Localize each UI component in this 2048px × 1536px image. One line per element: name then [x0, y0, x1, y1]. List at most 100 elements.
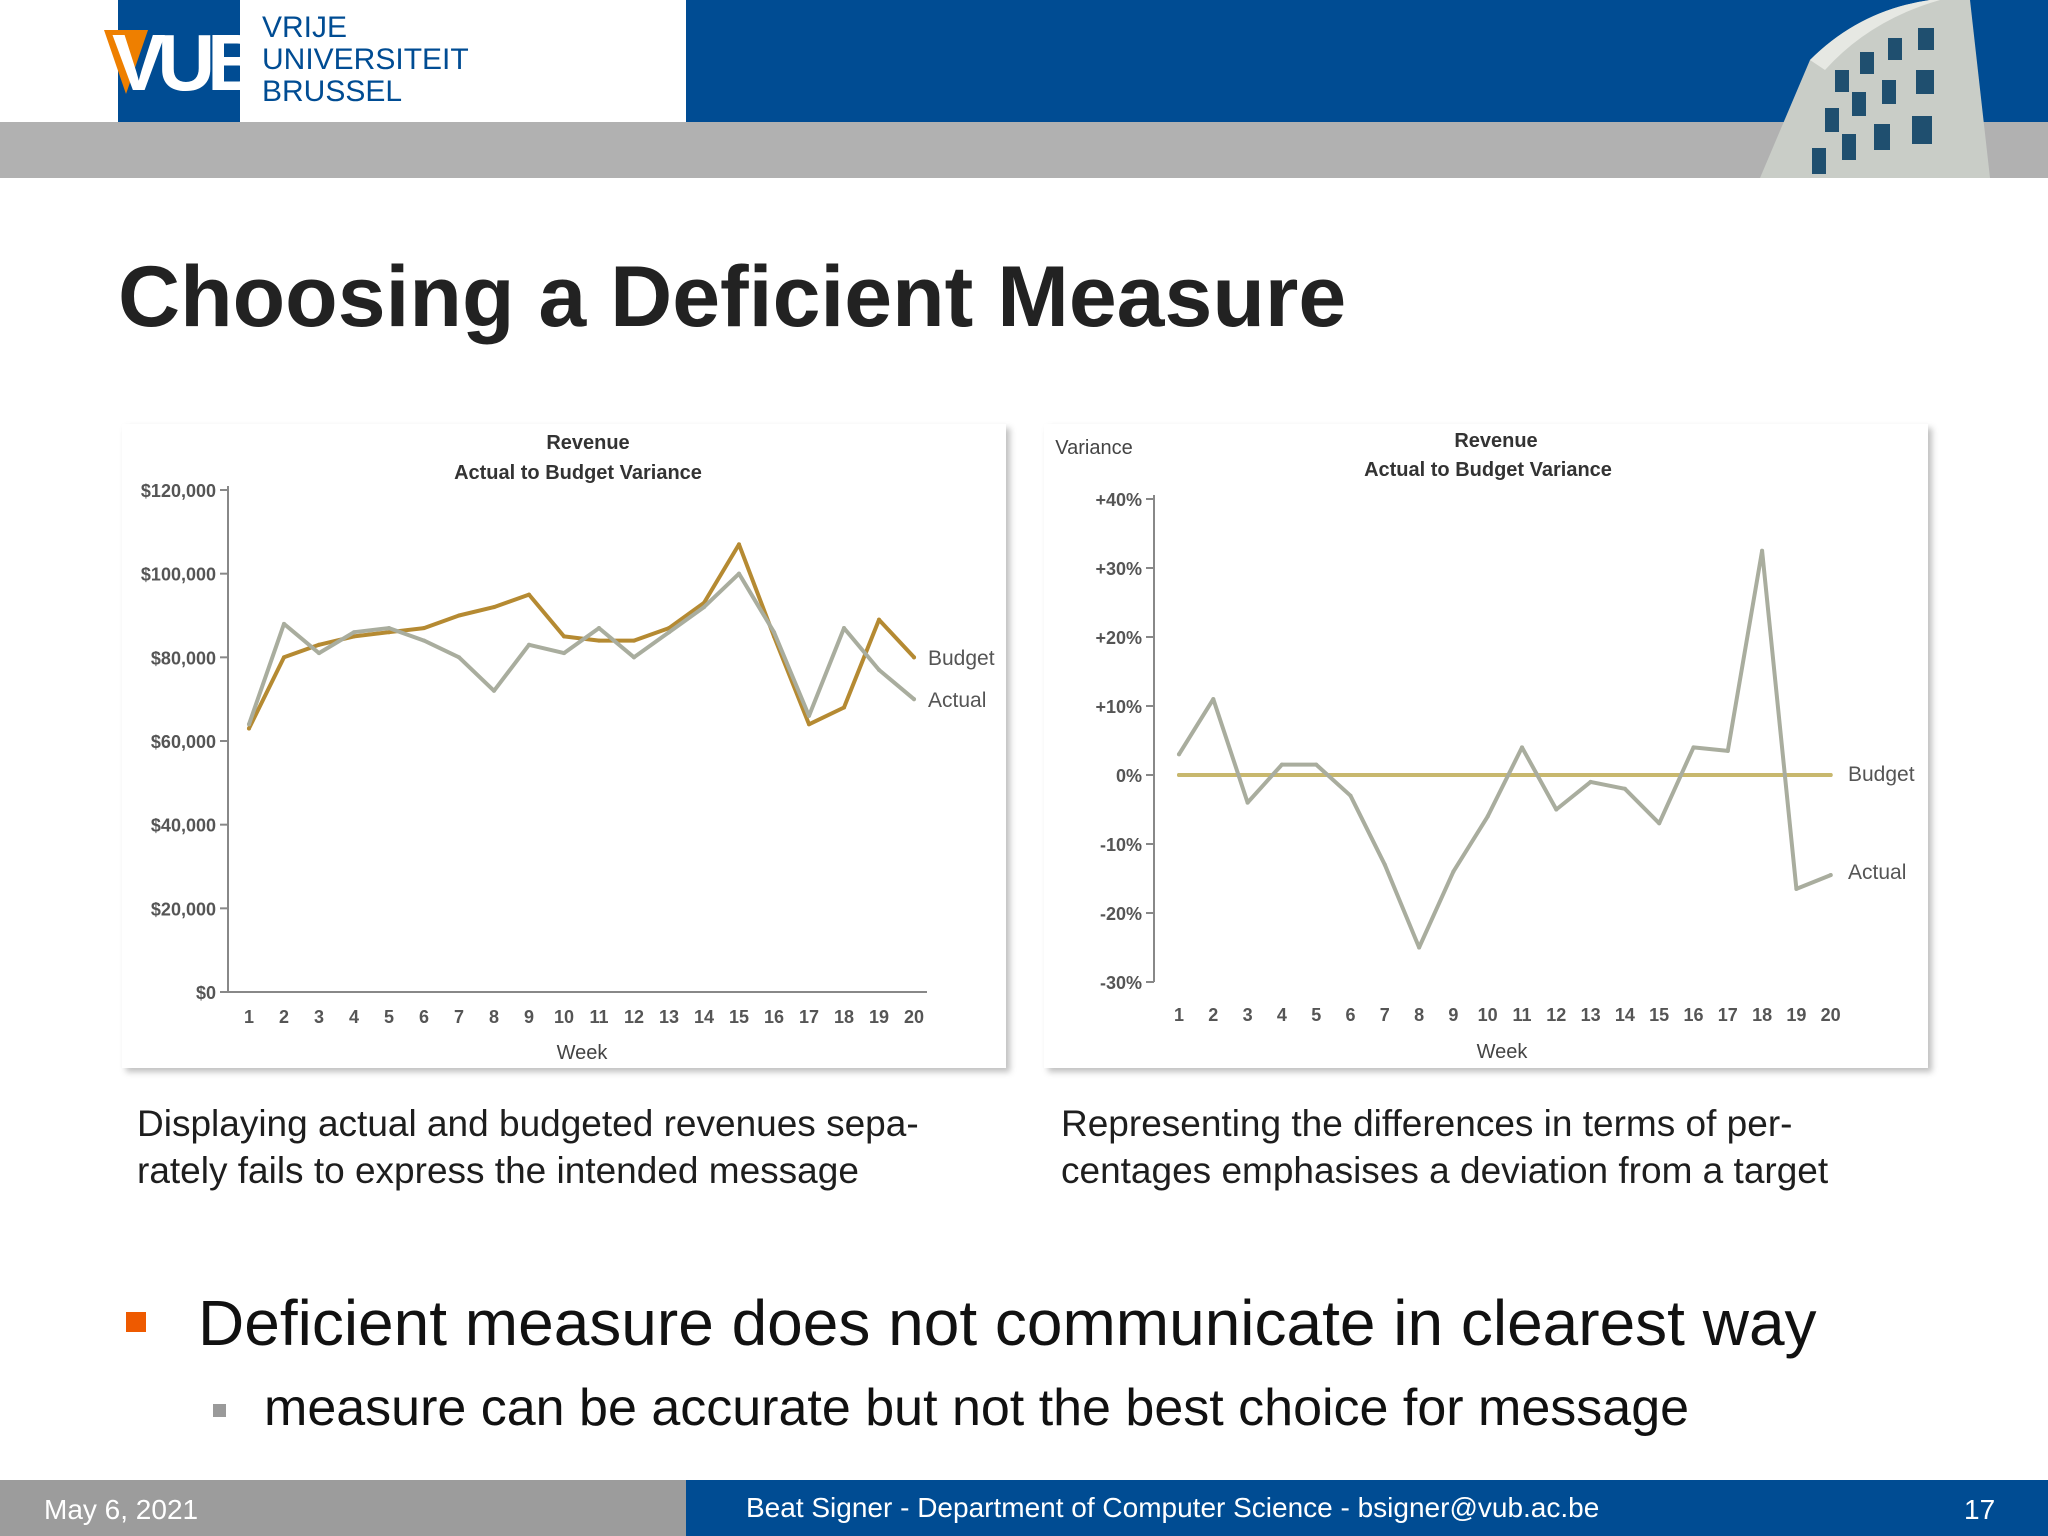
data-point-budget — [1245, 773, 1250, 777]
x-tick-label: 11 — [1512, 1005, 1531, 1025]
data-point-actual — [1314, 762, 1319, 767]
data-point-actual — [457, 655, 461, 660]
data-point-budget — [1520, 773, 1524, 777]
x-tick-label: 9 — [1448, 1005, 1458, 1025]
y-tick-label: -30% — [1100, 973, 1142, 993]
data-point-budget — [282, 655, 286, 660]
x-tick-label: 10 — [1478, 1005, 1498, 1025]
data-point-budget — [1177, 773, 1181, 777]
vub-logo-accent-icon — [104, 30, 148, 94]
x-tick-label: 6 — [419, 1007, 429, 1027]
x-tick-label: 7 — [1380, 1005, 1390, 1025]
x-tick-label: 5 — [384, 1007, 394, 1027]
x-tick-label: 7 — [454, 1007, 464, 1027]
data-point-budget — [562, 634, 566, 639]
series-line-actual — [247, 571, 916, 727]
chart-variance-svg: Variance Revenue Actual to Budget Varian… — [1055, 430, 1915, 1063]
data-point-actual — [1245, 800, 1250, 805]
data-point-actual — [877, 667, 881, 672]
caption-left-line-1: Displaying actual and budgeted revenues … — [137, 1103, 919, 1144]
chart-absolute-revenue: Revenue Actual to Budget Variance Week B… — [122, 424, 1006, 1068]
x-tick-label: 15 — [729, 1007, 749, 1027]
data-point-actual — [527, 642, 531, 647]
y-tick-label: $100,000 — [141, 565, 216, 585]
legend-label-actual: Actual — [928, 689, 986, 712]
chart-title: Revenue — [546, 432, 629, 454]
vub-logo: VUB — [112, 18, 265, 107]
data-point-budget — [1828, 773, 1833, 777]
x-tick-label: 14 — [694, 1007, 714, 1027]
data-point-actual — [562, 651, 566, 656]
data-point-actual — [737, 571, 741, 576]
chart-absolute-svg: Revenue Actual to Budget Variance Week B… — [141, 432, 995, 1064]
data-point-budget — [527, 592, 531, 597]
footer-author-info: Beat Signer - Department of Computer Sci… — [746, 1492, 1600, 1523]
data-point-actual — [1794, 886, 1799, 891]
page-title: Choosing a Deficient Measure — [118, 249, 1347, 345]
x-tick-label: 4 — [1277, 1005, 1287, 1025]
data-point-budget — [352, 634, 356, 639]
x-tick-label: 3 — [1243, 1005, 1253, 1025]
data-point-actual — [352, 630, 356, 635]
data-point-budget — [1451, 773, 1456, 777]
x-tick-label: 9 — [524, 1007, 534, 1027]
data-point-actual — [1520, 745, 1524, 750]
data-point-actual — [1622, 786, 1627, 791]
x-tick-label: 14 — [1615, 1005, 1635, 1025]
caption-right-line-1: Representing the differences in terms of… — [1061, 1103, 1793, 1144]
sub-bullet-point: measure can be accurate but not the best… — [264, 1379, 1690, 1437]
x-tick-label: 16 — [764, 1007, 784, 1027]
data-point-budget — [807, 722, 811, 727]
data-point-actual — [1725, 748, 1730, 753]
data-point-budget — [1279, 773, 1284, 777]
y-tick-label: $80,000 — [151, 648, 216, 668]
data-point-budget — [1417, 773, 1422, 777]
chart-title: Revenue — [1454, 430, 1537, 452]
x-tick-label: 11 — [589, 1007, 608, 1027]
header-gray-band — [0, 122, 2048, 178]
data-point-actual — [422, 638, 426, 643]
data-point-actual — [597, 626, 601, 631]
footer-gray-band — [0, 1480, 686, 1536]
x-axis-label: Week — [1477, 1041, 1529, 1063]
legend-label-budget: Budget — [1848, 763, 1915, 786]
data-point-actual — [1760, 548, 1765, 553]
data-point-budget — [1725, 773, 1730, 777]
x-tick-label: 6 — [1345, 1005, 1355, 1025]
data-point-budget — [912, 655, 916, 660]
data-point-budget — [877, 617, 881, 622]
series-line-actual — [1177, 548, 1833, 950]
data-point-budget — [737, 542, 741, 547]
data-point-budget — [1760, 773, 1765, 777]
data-point-budget — [1211, 773, 1216, 777]
university-name-line-2: UNIVERSITEIT — [262, 43, 469, 76]
x-tick-label: 20 — [1821, 1005, 1841, 1025]
data-point-actual — [772, 630, 776, 635]
x-tick-label: 2 — [1208, 1005, 1218, 1025]
x-tick-label: 2 — [279, 1007, 289, 1027]
caption-left: Displaying actual and budgeted revenues … — [137, 1100, 919, 1194]
y-tick-label: $0 — [196, 983, 216, 1003]
data-point-budget — [1657, 773, 1662, 777]
data-point-budget — [387, 630, 391, 635]
data-point-budget — [632, 638, 636, 643]
data-point-actual — [317, 651, 321, 656]
data-point-actual — [1417, 945, 1422, 950]
caption-right: Representing the differences in terms of… — [1061, 1100, 1828, 1194]
y-tick-label: +20% — [1095, 628, 1142, 648]
x-axis-label: Week — [557, 1042, 609, 1064]
data-point-budget — [1314, 773, 1319, 777]
university-name-line-3: BRUSSEL — [262, 75, 403, 108]
y-axis-label: Variance — [1055, 437, 1132, 459]
data-point-actual — [1588, 779, 1593, 784]
x-tick-label: 13 — [659, 1007, 679, 1027]
data-point-actual — [1451, 869, 1456, 874]
building-photo-icon — [1760, 0, 1990, 178]
data-point-actual — [667, 630, 671, 635]
data-point-actual — [1211, 697, 1216, 702]
data-point-actual — [912, 697, 916, 702]
x-tick-label: 17 — [1718, 1005, 1738, 1025]
y-tick-label: +40% — [1095, 490, 1142, 510]
bullet-point: Deficient measure does not communicate i… — [198, 1287, 1817, 1359]
data-point-actual — [1657, 821, 1662, 826]
